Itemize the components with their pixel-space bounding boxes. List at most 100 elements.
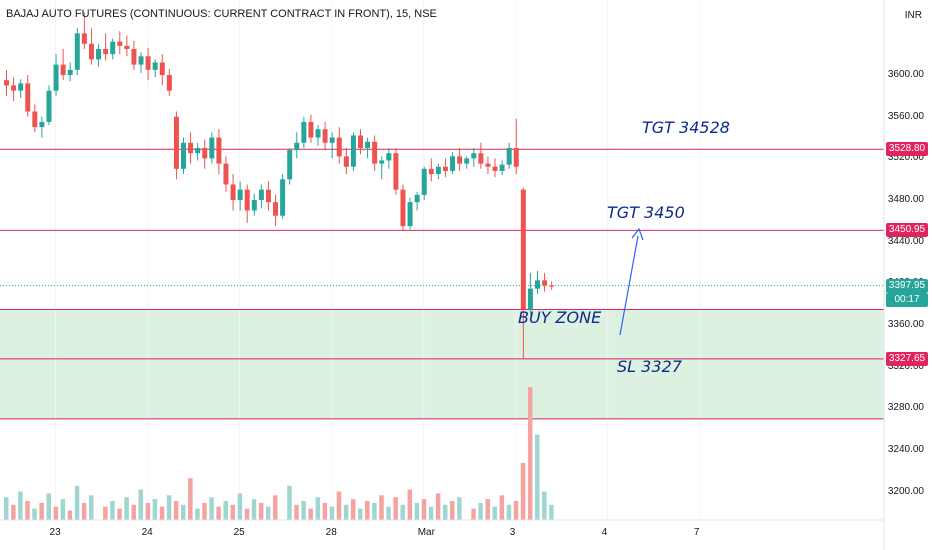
volume-bar <box>32 508 37 520</box>
candle-body <box>131 48 137 65</box>
candle-body <box>350 135 356 167</box>
volume-bar <box>421 499 427 520</box>
level-tag-sl: 3327.65 <box>886 351 928 366</box>
volume-bar <box>520 463 526 520</box>
time-tick-label: 3 <box>509 527 516 538</box>
volume-bar <box>527 387 533 520</box>
volume-bar <box>145 502 151 520</box>
volume-bar <box>457 497 462 520</box>
volume-bar <box>216 506 221 520</box>
candle-body <box>230 184 236 201</box>
volume-bar <box>39 502 44 520</box>
bar-countdown-tag: 00:17 <box>886 292 928 307</box>
volume-bar <box>329 506 335 520</box>
candle-body <box>372 141 378 164</box>
volume-bar <box>435 493 441 520</box>
candle-body <box>336 137 342 157</box>
volume-bar <box>181 504 186 520</box>
volume-bar <box>88 495 94 520</box>
candle-body <box>53 64 59 91</box>
volume-bar <box>173 501 179 520</box>
time-tick-label: 28 <box>325 527 337 538</box>
candle-body <box>549 285 555 287</box>
candle-body <box>294 142 300 151</box>
candle-body <box>4 80 9 86</box>
volume-bar <box>442 504 448 520</box>
buy-zone-area <box>0 309 884 419</box>
volume-bar <box>506 504 512 520</box>
candle-body <box>322 129 328 143</box>
volume-bar <box>195 508 200 520</box>
candle-body <box>492 166 498 171</box>
candle-body <box>506 147 512 165</box>
candle-body <box>301 121 307 143</box>
candle-body <box>39 121 45 128</box>
candle-body <box>18 83 24 91</box>
volume-bar <box>428 506 434 520</box>
candle-body <box>535 280 540 289</box>
candle-body <box>159 62 165 76</box>
time-tick-label: Mar <box>417 527 435 538</box>
candle-body <box>428 168 434 175</box>
volume-bar <box>131 504 136 520</box>
volume-bar <box>103 506 108 520</box>
chart-title: BAJAJ AUTO FUTURES (CONTINUOUS: CURRENT … <box>6 8 437 20</box>
volume-bar <box>365 501 370 520</box>
volume-bar <box>513 501 519 520</box>
candle-body <box>478 153 484 164</box>
volume-bar <box>159 506 165 520</box>
volume-bar <box>74 485 80 520</box>
candle-body <box>393 153 399 190</box>
candle-body <box>88 43 94 60</box>
candle-body <box>421 168 427 195</box>
candle-body <box>280 179 286 216</box>
time-tick-label: 24 <box>141 527 153 538</box>
candle-body <box>386 153 392 161</box>
candle-body <box>365 141 371 148</box>
volume-bar <box>258 502 264 520</box>
candle-body <box>74 33 80 70</box>
candle-body <box>527 288 533 310</box>
price-tick-label: 3520.00 <box>887 152 924 164</box>
volume-bar <box>110 501 115 520</box>
price-tick-label: 3480.00 <box>887 194 924 206</box>
volume-bar <box>535 434 540 520</box>
volume-bar <box>450 501 455 520</box>
candle-body <box>60 64 66 76</box>
price-tick-label: 3360.00 <box>887 319 924 331</box>
candle-body <box>499 164 505 171</box>
volume-bar <box>11 504 16 520</box>
candle-body <box>520 189 526 310</box>
candle-body <box>46 90 52 122</box>
volume-bar <box>393 497 398 520</box>
candle-body <box>379 160 385 164</box>
volume-bar <box>379 495 384 520</box>
volume-bar <box>478 502 483 520</box>
volume-bar <box>265 506 271 520</box>
volume-bar <box>81 502 87 520</box>
volume-bar <box>414 502 420 520</box>
price-tick-label: 3200.00 <box>887 485 924 497</box>
volume-bar <box>315 497 321 520</box>
candle-body <box>400 189 406 227</box>
level-tag-tgt-upper: 3528.80 <box>886 142 928 157</box>
volume-bar <box>152 499 158 520</box>
arrow-line <box>619 235 639 336</box>
candle-body <box>11 85 17 91</box>
candle-body <box>117 41 123 46</box>
current-price-tag: 3397.95 <box>886 278 928 293</box>
volume-bar <box>499 495 505 520</box>
volume-bar <box>67 510 73 520</box>
volume-bar <box>308 508 313 520</box>
volume-bar <box>237 493 243 520</box>
candle-body <box>414 194 420 203</box>
annotation-tgt-upper: TGT 34528 <box>642 118 730 137</box>
candle-body <box>138 56 144 65</box>
candle-body <box>181 142 186 169</box>
volume-bar <box>46 493 51 520</box>
candle-body <box>343 156 349 167</box>
volume-bar <box>223 501 228 520</box>
candle-body <box>110 41 116 55</box>
